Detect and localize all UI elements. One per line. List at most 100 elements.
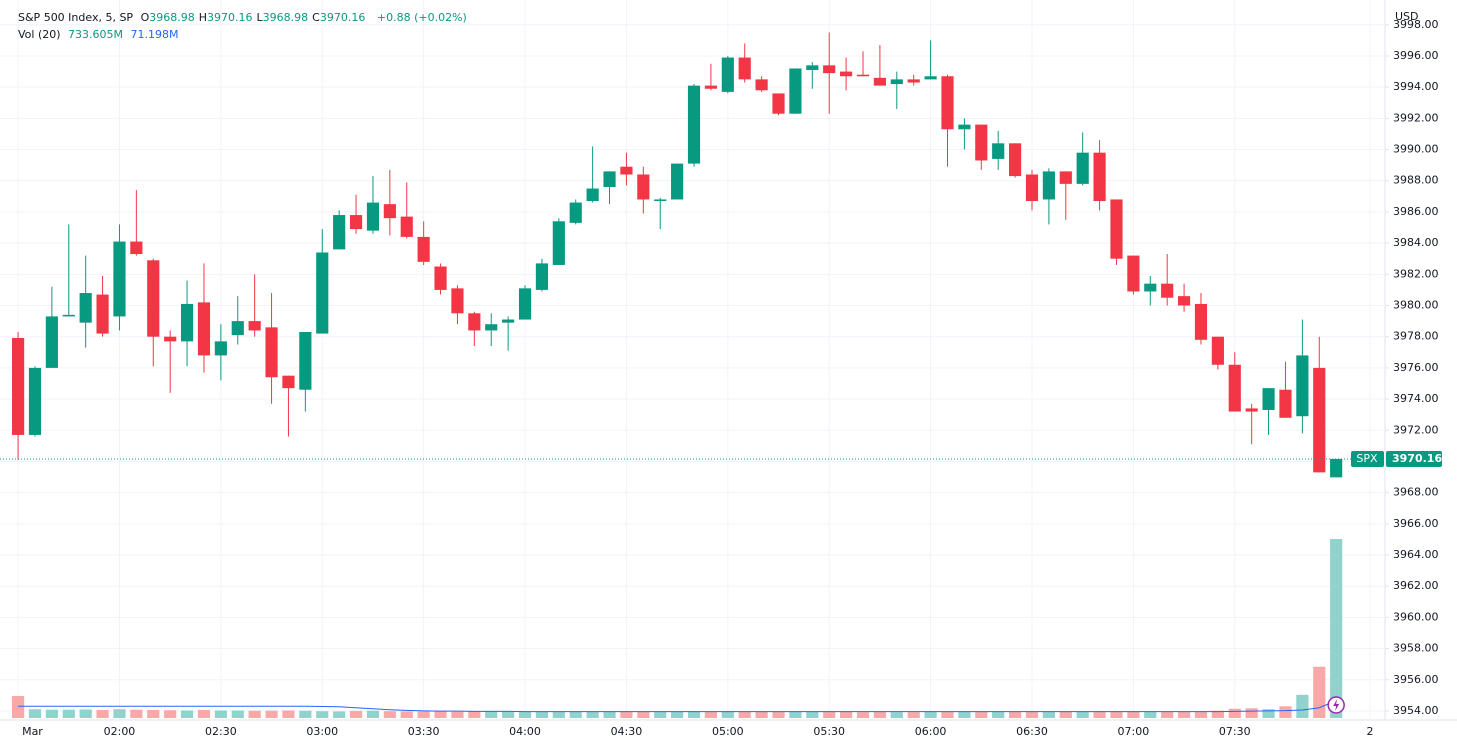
y-tick-label: 3988.00 [1393,174,1439,187]
volume-bar [180,710,194,718]
y-tick-label: 3972.00 [1393,423,1439,436]
candles [11,32,1343,478]
candle-body [738,57,751,80]
volume-bar [671,711,684,718]
change: +0.88 (+0.02%) [376,11,467,24]
candle-body [282,375,295,389]
volume-bar [417,711,430,718]
x-tick-label: 02:30 [205,725,237,738]
volume-bar [502,711,515,718]
volume-bar [755,711,768,718]
volume-bar [79,709,92,718]
y-tick-label: 3978.00 [1393,330,1439,343]
candle-body [1161,283,1174,298]
candle-body [1313,367,1326,473]
volume-bar [992,711,1005,718]
volume-bar [924,711,937,718]
x-tick-label: 02:00 [104,725,136,738]
y-tick-label: 3962.00 [1393,579,1439,592]
volume-bar [603,711,616,718]
x-tick-label: 03:00 [306,725,338,738]
volume-bar [1245,708,1258,718]
candle-body [637,174,650,200]
volume-bar [1177,711,1191,718]
volume-bar [890,712,903,718]
price-tag-label: 3970.16 [1392,452,1442,465]
field-value: 3968.98 [262,11,309,24]
volume-bar [316,711,329,718]
candle-body [1228,364,1241,412]
volume-bar [789,711,802,718]
symbol-tag [1351,450,1384,467]
volume-bar [485,711,498,718]
symbol-label: SPX [1356,452,1378,465]
price-tag [1386,450,1442,467]
candle-body [214,341,227,356]
volume-bar [333,711,346,718]
candle-body [366,202,380,231]
volume-bar [620,711,633,718]
candle-body [1076,152,1089,184]
candle-body [772,93,785,114]
field-value: 3970.16 [319,11,366,24]
volume-pane [11,539,1345,718]
candle-body [180,303,194,342]
field-key: C [312,11,320,24]
volume-bar [147,709,160,718]
field-key: O [140,11,150,24]
volume-bar [1042,711,1055,718]
candle-body [333,215,346,250]
y-tick-label: 3990.00 [1393,143,1439,156]
volume-bar [1279,706,1292,718]
volume-bar [856,712,870,718]
x-tick-label: 06:00 [915,725,947,738]
volume-bar [535,711,549,718]
volume-bar [265,710,278,718]
volume-bar [1076,711,1089,718]
candle-body [1110,199,1123,259]
volume-bar [975,711,988,718]
candle-body [1042,171,1055,200]
candle-body [400,216,413,237]
volume-bar [806,711,819,718]
x-tick-label: 03:30 [408,725,440,738]
candle-body [1177,296,1191,306]
y-tick-label: 3984.00 [1393,236,1439,249]
x-tick-label: 04:30 [611,725,643,738]
volume-bar [840,711,853,718]
candle-body [1262,388,1275,410]
volume-bar [721,711,734,718]
volume-bar [231,710,244,718]
volume-bar [1161,711,1174,718]
candle-body [248,321,261,331]
candle-body [79,293,92,323]
x-tick-label: 05:30 [813,725,845,738]
field-key: H [198,11,208,24]
volume-bar [400,711,413,718]
y-tick-label: 3974.00 [1393,392,1439,405]
volume-bar [11,696,25,718]
y-tick-label: 3996.00 [1393,49,1439,62]
candle-body [789,68,802,114]
volume-bar [214,710,227,718]
volume-bar [654,711,667,718]
volume-bar [907,712,920,718]
y-tick-label: 3982.00 [1393,267,1439,280]
candle-body [1093,152,1106,202]
y-tick-label: 3998.00 [1393,18,1439,31]
field-key: L [256,11,263,24]
candle-body [417,236,430,262]
y-tick-label: 3976.00 [1393,361,1439,374]
volume-bar [704,711,718,718]
volume-bar [1127,711,1140,718]
candle-body [164,336,177,342]
candle-body [1059,171,1072,184]
field-value: 3968.98 [149,11,195,24]
volume-bar [45,709,58,718]
candle-body [654,199,667,202]
y-tick-label: 3966.00 [1393,517,1439,530]
y-tick-label: 3960.00 [1393,610,1439,623]
axes: 3954.00 3956.00 3958.00 3960.00 3962.00 3964.… [0,18,1442,738]
